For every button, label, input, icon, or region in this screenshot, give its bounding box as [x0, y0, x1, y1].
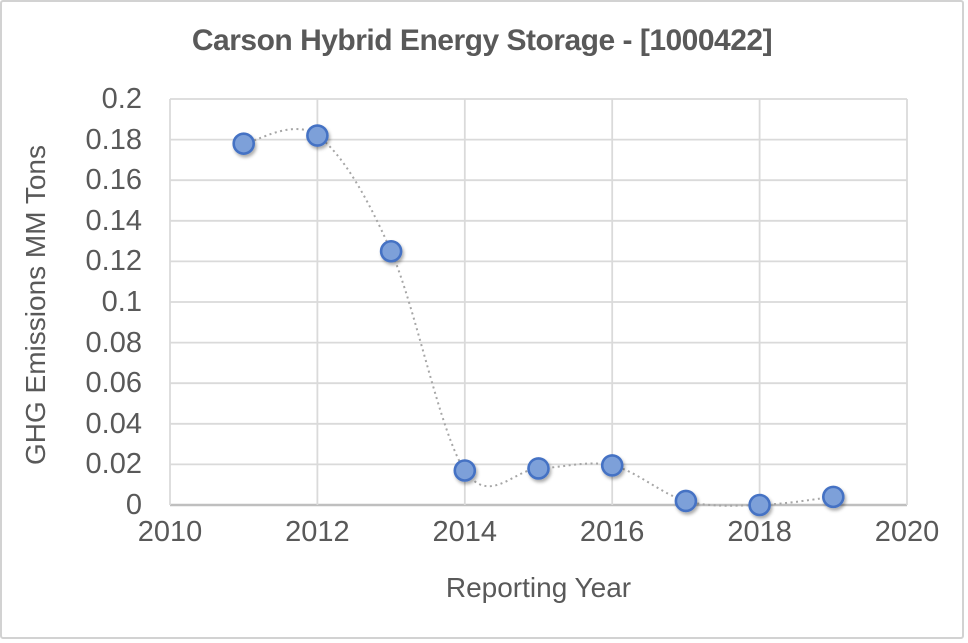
y-axis-tick-label: 0.2	[101, 83, 142, 115]
y-axis-tick-label: 0.12	[85, 245, 142, 278]
chart-title: Carson Hybrid Energy Storage - [1000422]	[191, 24, 773, 57]
y-axis-tick-label: 0.18	[85, 123, 142, 156]
y-axis-tick-label: 0.04	[85, 407, 142, 440]
data-point[interactable]	[232, 132, 255, 155]
x-axis-tick-label: 2018	[727, 516, 792, 548]
data-point[interactable]	[821, 485, 845, 509]
gridlines-layer	[169, 98, 908, 507]
y-axis-tick-label: 0.1	[101, 286, 142, 318]
y-axis-tick-label: 0	[125, 489, 142, 521]
plot-area	[169, 98, 908, 517]
y-axis-tick-label: 0.16	[85, 164, 142, 197]
data-point[interactable]	[453, 459, 477, 482]
data-point[interactable]	[527, 457, 550, 480]
x-axis-title: Reporting Year	[445, 572, 632, 603]
series-points-layer	[232, 124, 845, 517]
x-axis-tick-label: 2020	[874, 516, 940, 548]
data-point[interactable]	[600, 454, 624, 477]
data-point[interactable]	[306, 124, 329, 147]
y-axis-tick-label: 0.14	[85, 204, 142, 237]
series-line-layer	[243, 128, 834, 507]
series-dotted-line	[243, 128, 834, 507]
x-axis-tick-label: 2016	[579, 516, 645, 548]
data-point[interactable]	[674, 489, 698, 513]
data-point[interactable]	[748, 493, 771, 517]
y-axis-tick-label: 0.08	[85, 326, 142, 359]
data-point[interactable]	[379, 239, 403, 263]
scatter-plot-svg	[169, 98, 908, 517]
x-axis-tick-label: 2012	[285, 516, 350, 548]
y-axis-tick-label: 0.06	[85, 367, 142, 400]
x-axis-tick-label: 2014	[432, 516, 498, 548]
y-axis-tick-label: 0.02	[85, 448, 142, 481]
x-axis-tick-label: 2010	[137, 516, 203, 548]
